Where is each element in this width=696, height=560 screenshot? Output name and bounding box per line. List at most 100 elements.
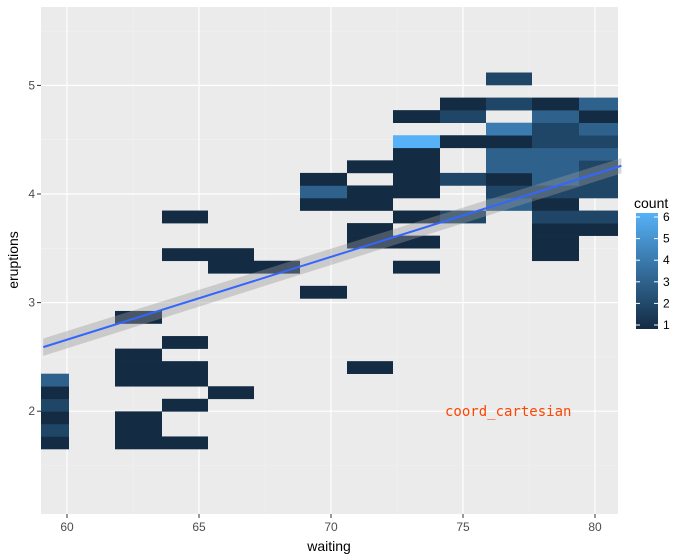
bin-cell xyxy=(532,248,579,262)
bin-cell xyxy=(532,210,579,224)
legend-label: 5 xyxy=(663,232,670,246)
bin-cell xyxy=(347,160,393,174)
bin-cell xyxy=(41,411,69,425)
bin-cell xyxy=(440,210,486,224)
regression-line xyxy=(42,164,622,349)
x-tick-label: 60 xyxy=(60,520,74,534)
bin-cell xyxy=(532,185,579,199)
bin-cell xyxy=(115,348,162,362)
bin-cell xyxy=(115,423,162,437)
bin-cell xyxy=(41,373,69,387)
bin-cell xyxy=(162,398,208,412)
bin-cell xyxy=(393,235,440,249)
axes: 60 65 70 75 80 2 3 4 5 xyxy=(28,78,602,534)
bin-cell xyxy=(440,110,486,123)
bin-cell xyxy=(532,223,579,236)
bin-cell xyxy=(486,122,532,136)
bin-cell xyxy=(162,373,208,387)
legend-label: 1 xyxy=(663,318,670,332)
bin-cell xyxy=(115,361,162,374)
bin-cell xyxy=(300,198,347,211)
bin-cell xyxy=(115,411,162,425)
bin-cell xyxy=(41,398,69,412)
bin-cell xyxy=(393,185,440,199)
bin-cell xyxy=(532,97,579,111)
bin-cell xyxy=(440,135,486,149)
bin-cell xyxy=(486,72,532,86)
x-axis-title: waiting xyxy=(306,538,351,554)
bin-cell xyxy=(208,260,254,274)
bin-cell xyxy=(532,122,579,136)
legend-title: count xyxy=(634,195,668,211)
bin-cell xyxy=(532,135,579,149)
bin-cell xyxy=(347,185,393,199)
y-tick-label: 3 xyxy=(28,296,35,310)
bin-cell xyxy=(115,436,162,450)
legend-label: 3 xyxy=(663,275,670,289)
x-tick-label: 80 xyxy=(588,520,602,534)
x-tick-label: 75 xyxy=(456,520,470,534)
bin-cell xyxy=(115,373,162,387)
bin-cell xyxy=(532,235,579,249)
bin-cell xyxy=(393,172,440,186)
bin-cell xyxy=(347,235,393,249)
bin-cell xyxy=(532,147,579,161)
y-tick-label: 4 xyxy=(28,187,35,201)
bin-cell xyxy=(41,386,69,400)
x-tick-label: 70 xyxy=(324,520,338,534)
bin-cell xyxy=(208,386,254,400)
bin-cell xyxy=(347,361,393,374)
bin-cell xyxy=(300,172,347,186)
legend-colorbar xyxy=(636,213,658,329)
bin-cell xyxy=(300,285,347,299)
y-tick-label: 2 xyxy=(28,404,35,418)
y-tick-label: 5 xyxy=(28,78,35,92)
legend-label: 2 xyxy=(663,296,670,310)
bin-cell xyxy=(393,260,440,274)
bin-cell xyxy=(579,122,618,136)
bin-cell xyxy=(162,248,208,262)
bin-cell xyxy=(579,110,618,123)
x-tick-label: 65 xyxy=(192,520,206,534)
y-axis-title: eruptions xyxy=(5,231,21,289)
bin-cell xyxy=(532,110,579,123)
bin-cell xyxy=(393,160,440,174)
bin-cell xyxy=(440,97,486,111)
bin-cell xyxy=(162,361,208,374)
bin-cell xyxy=(162,210,208,224)
bin-cell xyxy=(393,147,440,161)
bin-cell xyxy=(486,172,532,186)
bin-cell xyxy=(393,110,440,123)
bin-cell xyxy=(162,436,208,450)
bin-cell xyxy=(486,135,532,149)
bin-cell xyxy=(579,185,618,199)
bin-cell xyxy=(579,135,618,149)
bins-layer xyxy=(41,72,618,450)
bin-cell xyxy=(486,198,532,211)
bin-cell xyxy=(208,248,254,262)
bin-cell xyxy=(393,135,440,149)
bin-cell xyxy=(347,223,393,236)
bin-cell xyxy=(486,160,532,174)
bin-cell xyxy=(579,147,618,161)
bin-cell xyxy=(440,172,486,186)
bin-cell xyxy=(579,210,618,224)
bin-cell xyxy=(300,185,347,199)
bin-cell xyxy=(41,423,69,437)
legend-label: 4 xyxy=(663,253,670,267)
bin-cell xyxy=(393,210,440,224)
bin-cell xyxy=(579,97,618,111)
bin-cell xyxy=(41,436,69,450)
annotation-text: coord_cartesian xyxy=(445,404,571,420)
smooth-layer xyxy=(42,158,622,356)
bin-cell xyxy=(486,185,532,199)
legend-label: 6 xyxy=(663,210,670,224)
legend-ticks: 1 2 3 4 5 6 xyxy=(636,210,670,332)
bin-cell xyxy=(347,198,393,211)
bin-cell xyxy=(486,97,532,111)
bin-cell xyxy=(532,198,579,211)
bin-cell xyxy=(162,336,208,349)
legend: count 1 2 3 4 5 6 xyxy=(634,195,670,332)
bin-cell xyxy=(532,160,579,174)
